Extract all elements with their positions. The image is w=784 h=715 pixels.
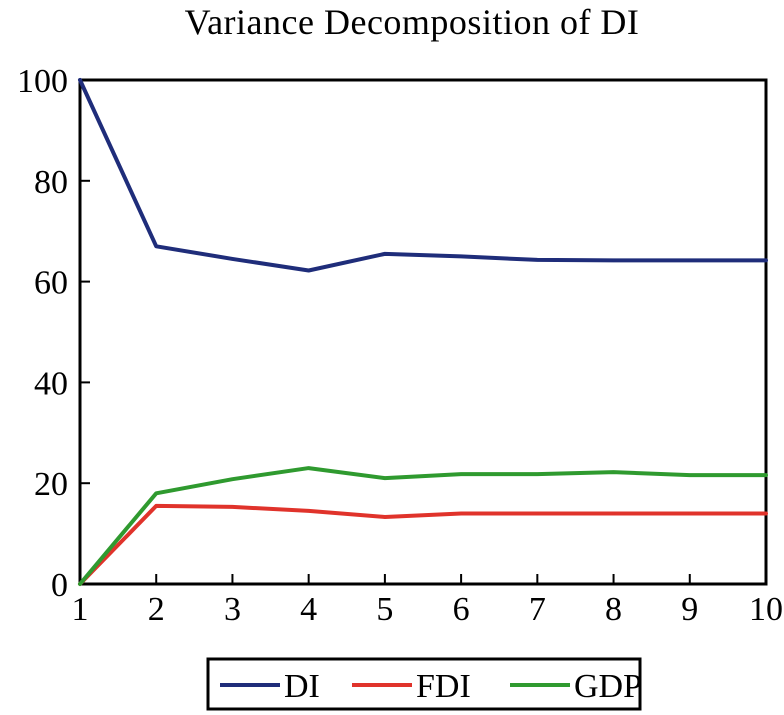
data-point-di — [154, 244, 158, 248]
y-tick-label: 100 — [17, 63, 68, 100]
data-point-fdi — [764, 511, 768, 515]
data-point-di — [230, 257, 234, 261]
x-tick-label: 9 — [681, 591, 698, 628]
data-point-gdp — [307, 466, 311, 470]
legend-label-gdp: GDP — [574, 668, 642, 705]
x-tick-label: 2 — [148, 591, 165, 628]
x-tick-label: 8 — [605, 591, 622, 628]
data-point-di — [383, 252, 387, 256]
series-line-gdp — [78, 466, 768, 586]
data-point-gdp — [764, 473, 768, 477]
data-point-fdi — [383, 515, 387, 519]
series-layer — [78, 78, 768, 586]
data-point-fdi — [230, 505, 234, 509]
x-tick-label: 1 — [72, 591, 89, 628]
x-tick-label: 3 — [224, 591, 241, 628]
x-tick-label: 10 — [749, 591, 783, 628]
legend-label-fdi: FDI — [416, 668, 471, 705]
data-point-di — [459, 254, 463, 258]
data-point-fdi — [612, 511, 616, 515]
legend-label-di: DI — [284, 668, 320, 705]
y-tick-label: 60 — [34, 265, 68, 302]
x-tick-label: 7 — [529, 591, 546, 628]
y-axis: 0 20 40 60 80 100 — [17, 63, 90, 604]
data-point-di — [612, 258, 616, 262]
data-point-di — [78, 78, 82, 82]
data-point-di — [688, 258, 692, 262]
data-point-gdp — [688, 473, 692, 477]
x-tick-label: 6 — [453, 591, 470, 628]
data-point-fdi — [535, 511, 539, 515]
x-tick-label: 4 — [300, 591, 317, 628]
data-point-di — [535, 258, 539, 262]
y-tick-label: 0 — [51, 567, 68, 604]
y-tick-label: 20 — [34, 466, 68, 503]
data-point-gdp — [459, 472, 463, 476]
data-point-gdp — [154, 491, 158, 495]
series-line-fdi — [78, 503, 768, 586]
data-point-gdp — [230, 477, 234, 481]
data-point-gdp — [78, 582, 82, 586]
series-line-di — [78, 78, 768, 273]
data-point-fdi — [459, 511, 463, 515]
data-point-gdp — [612, 470, 616, 474]
x-tick-label: 5 — [376, 591, 393, 628]
chart-title: Variance Decomposition of DI — [185, 2, 640, 42]
data-point-fdi — [307, 509, 311, 513]
plot-area-frame — [78, 78, 768, 586]
data-point-gdp — [535, 472, 539, 476]
legend: DI FDI GDP — [206, 657, 642, 711]
data-point-gdp — [383, 476, 387, 480]
data-point-fdi — [688, 511, 692, 515]
x-axis: 1 2 3 4 5 6 7 8 9 10 — [72, 574, 783, 628]
data-point-fdi — [154, 504, 158, 508]
data-point-di — [307, 269, 311, 273]
y-tick-label: 40 — [34, 365, 68, 402]
data-point-di — [764, 258, 768, 262]
y-tick-label: 80 — [34, 164, 68, 201]
